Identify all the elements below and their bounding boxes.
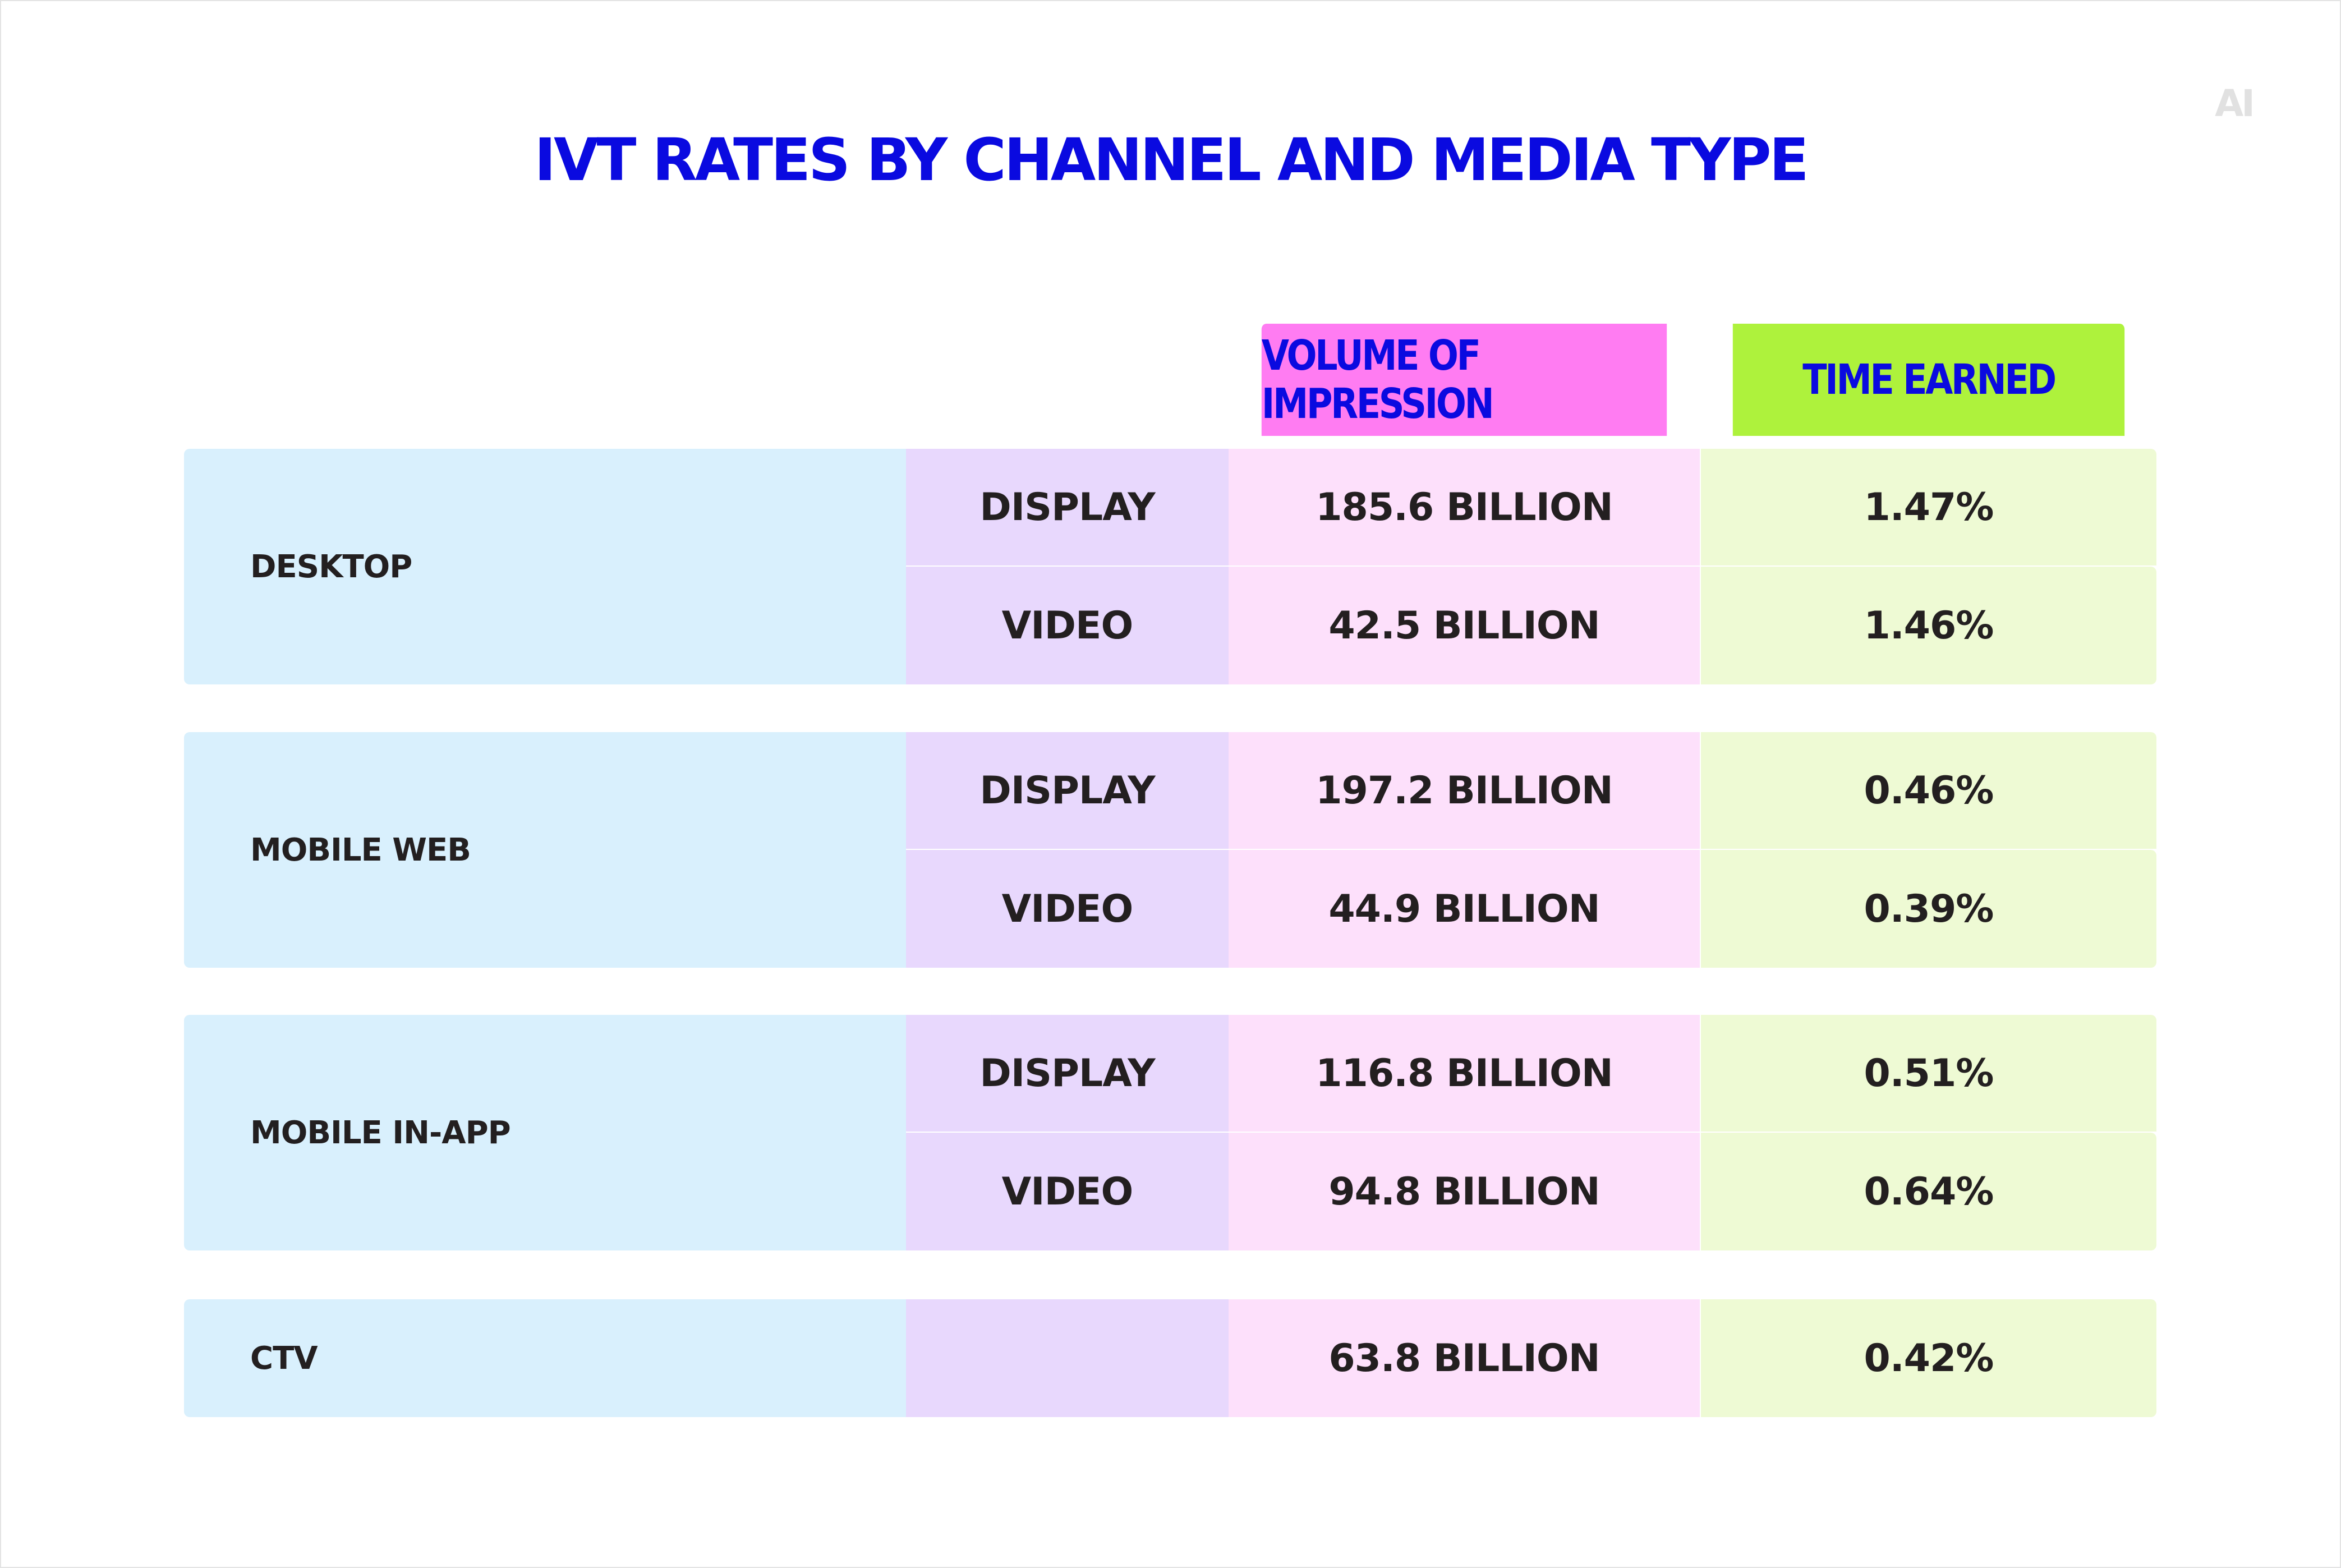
volume-cell: 42.5 BILLION: [1229, 567, 1700, 684]
chart-title: IVT RATES BY CHANNEL AND MEDIA TYPE: [534, 126, 1809, 194]
header-time-earned: TIME EARNED: [1732, 324, 2125, 436]
volume-cell: 185.6 BILLION: [1229, 449, 1700, 565]
media-type-cell: VIDEO: [906, 567, 1229, 684]
channel-label: MOBILE IN-APP: [184, 1015, 906, 1250]
time-earned-cell: 0.39%: [1701, 850, 2156, 968]
media-type-cell: VIDEO: [906, 1133, 1229, 1250]
volume-cell: 116.8 BILLION: [1229, 1015, 1700, 1132]
time-earned-cell: 0.51%: [1701, 1015, 2156, 1132]
media-type-cell: DISPLAY: [906, 449, 1229, 565]
volume-cell: 94.8 BILLION: [1229, 1133, 1700, 1250]
header-volume-of-impression: VOLUME OF IMPRESSION: [1261, 324, 1667, 436]
media-type-cell: DISPLAY: [906, 1015, 1229, 1132]
channel-label: MOBILE WEB: [184, 732, 906, 968]
channel-group: MOBILE WEB DISPLAY 197.2 BILLION 0.46% VIDEO…: [184, 732, 2156, 968]
volume-cell: 44.9 BILLION: [1229, 850, 1700, 968]
time-earned-cell: 0.64%: [1701, 1133, 2156, 1250]
channel-label: DESKTOP: [184, 449, 906, 684]
time-earned-cell: 1.47%: [1701, 449, 2156, 565]
channel-group: DESKTOP DISPLAY 185.6 BILLION 1.47% VIDEO 42.…: [184, 449, 2156, 684]
channel-group: MOBILE IN-APP DISPLAY 116.8 BILLION 0.51% VI…: [184, 1015, 2156, 1250]
channel-label: CTV: [184, 1299, 906, 1417]
time-earned-cell: 1.46%: [1701, 567, 2156, 684]
volume-cell: 63.8 BILLION: [1229, 1299, 1700, 1417]
media-type-cell: VIDEO: [906, 850, 1229, 968]
media-type-cell: DISPLAY: [906, 732, 1229, 849]
time-earned-cell: 0.46%: [1701, 732, 2156, 849]
volume-cell: 197.2 BILLION: [1229, 732, 1700, 849]
time-earned-cell: 0.42%: [1701, 1299, 2156, 1417]
brand-logo: AI: [2215, 82, 2255, 125]
channel-group: CTV 63.8 BILLION 0.42%: [184, 1299, 2156, 1417]
media-type-cell: [906, 1299, 1229, 1417]
